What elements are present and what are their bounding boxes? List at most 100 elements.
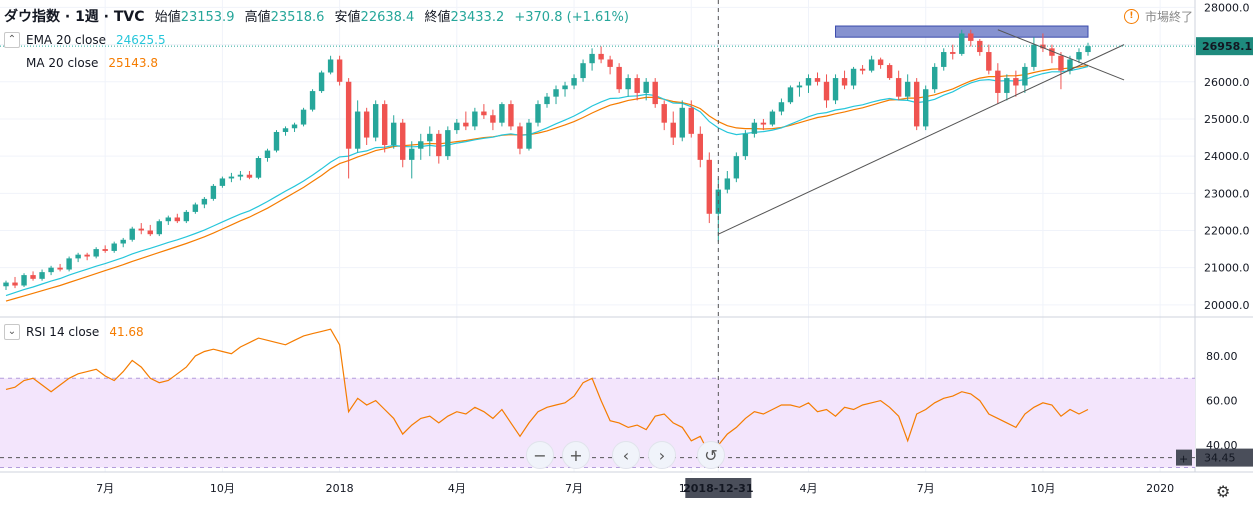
candle-body [679, 107, 685, 138]
candle-body [246, 174, 253, 178]
price-tick-label: 24000.0 [1204, 150, 1250, 163]
open-value: 23153.9 [180, 10, 235, 25]
candle-body [1076, 52, 1082, 60]
candle-body [120, 239, 126, 244]
candle-body [508, 104, 514, 127]
candle-body [995, 70, 1001, 93]
rsi-tick-label: 60.00 [1206, 395, 1238, 408]
candle-body [57, 267, 63, 270]
candle-body [391, 122, 397, 145]
candle-body [986, 52, 992, 71]
scroll-left-button[interactable]: ‹ [612, 441, 640, 469]
candle-body [409, 148, 415, 160]
candle-body [580, 63, 586, 79]
candle-body [562, 85, 568, 90]
candle-body [463, 122, 469, 127]
candle-body [859, 68, 866, 71]
candle-body [102, 249, 108, 251]
candle-body [1022, 66, 1028, 86]
candle-body [643, 81, 649, 93]
candle-body [553, 89, 559, 97]
last-price-label: 26958.1 [1202, 40, 1252, 53]
chevron-up-icon[interactable]: ⌃ [4, 32, 20, 48]
price-tick-label: 28000.0 [1204, 1, 1250, 14]
market-status-label: 市場終了 [1144, 10, 1193, 24]
price-tick-label: 20000.0 [1204, 299, 1250, 312]
candle-body [192, 204, 199, 212]
candle-body [255, 158, 262, 178]
candle-body [742, 133, 749, 157]
candle-body [273, 131, 280, 151]
candle-body [418, 141, 424, 149]
candle-body [445, 130, 451, 157]
ma-name: MA 20 close [26, 56, 99, 70]
candle-body [751, 122, 758, 134]
candle-body [688, 107, 694, 134]
price-tick-label: 25000.0 [1204, 113, 1250, 126]
zoom-out-button[interactable]: − [526, 441, 554, 469]
reset-icon: ↺ [704, 445, 718, 465]
candle-body [156, 221, 162, 235]
candle-body [66, 258, 72, 270]
candle-body [309, 91, 316, 110]
candle-body [345, 81, 352, 149]
alert-icon: ! [1123, 9, 1139, 24]
gear-icon[interactable]: ⚙ [1216, 482, 1231, 501]
time-tick-label: 10月 [210, 482, 235, 495]
candle-body [472, 111, 478, 127]
candle-body [589, 53, 595, 64]
candle-body [977, 40, 983, 53]
candle-body [147, 230, 153, 235]
candle-body [526, 122, 532, 149]
close-label: 終値 [424, 10, 451, 25]
rsi-line [5, 328, 1089, 456]
candle-body [904, 81, 911, 97]
scroll-right-button[interactable]: › [648, 441, 676, 469]
minus-icon: − [533, 445, 547, 465]
candle-body [454, 122, 460, 131]
rsi-cursor-label: 34.45 [1204, 452, 1236, 465]
time-tick-label: 7月 [96, 482, 114, 495]
rsi-legend: ⌄ RSI 14 close 41.68 [4, 324, 144, 340]
rsi-tick-label: 80.00 [1206, 350, 1238, 363]
close-value: 23433.2 [450, 10, 505, 25]
last-price-badge [1196, 37, 1253, 56]
candle-body [1067, 59, 1073, 71]
candle-body [336, 59, 343, 82]
plus-icon: + [1179, 453, 1188, 466]
candle-body [670, 122, 676, 138]
high-label: 高値 [244, 10, 271, 25]
candle-body [499, 104, 505, 123]
candle-body [706, 159, 713, 214]
price-tick-label: 23000.0 [1204, 187, 1250, 200]
rsi-name: RSI 14 close [26, 325, 100, 339]
candle-body [129, 228, 135, 240]
time-tick-label: 4月 [448, 482, 466, 495]
candle-body [138, 228, 144, 231]
candle-body [968, 33, 974, 41]
candle-body [598, 53, 604, 60]
time-tick-label: 4月 [799, 482, 817, 495]
chevron-down-icon[interactable]: ⌄ [4, 324, 20, 340]
plus-icon: + [569, 445, 583, 465]
candle-body [544, 96, 550, 105]
low-value: 22638.4 [360, 10, 415, 25]
candle-body [75, 254, 81, 259]
zoom-in-button[interactable]: + [562, 441, 590, 469]
reset-chart-button[interactable]: ↺ [697, 441, 725, 469]
candle-body [832, 78, 839, 101]
candle-body [48, 267, 54, 273]
low-label: 安値 [334, 10, 361, 25]
ema-name: EMA 20 close [26, 33, 106, 47]
candle-body [372, 104, 379, 138]
candle-body [571, 78, 577, 86]
candle-body [300, 109, 307, 125]
candle-body [607, 59, 613, 67]
candle-body [787, 87, 794, 103]
chevron-right-icon: › [658, 445, 666, 465]
price-tick-label: 26000.0 [1204, 76, 1250, 89]
candle-body [228, 176, 235, 179]
candle-body [219, 178, 226, 186]
